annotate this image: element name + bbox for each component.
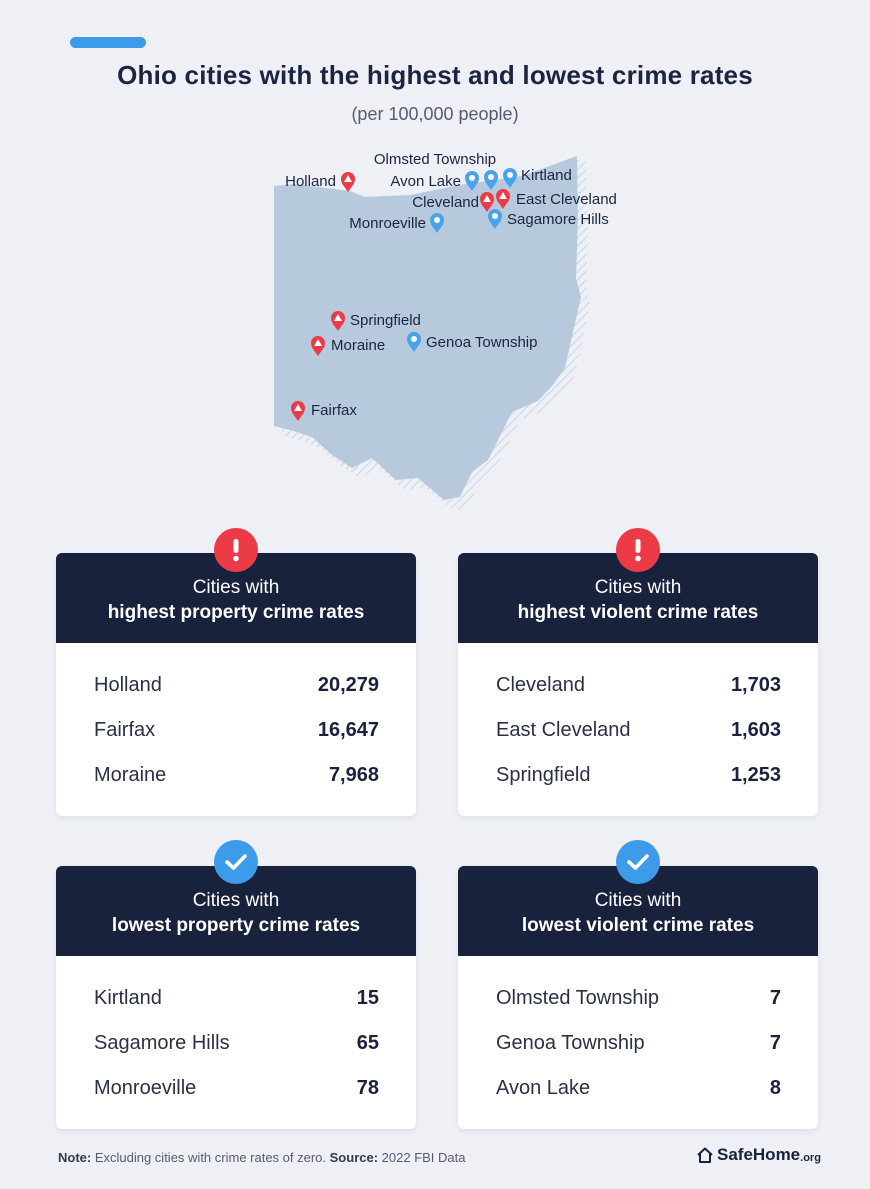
city-name: Fairfax: [94, 719, 156, 741]
city-name: Cleveland: [496, 674, 585, 696]
table-row: Sagamore Hills 65: [94, 1021, 379, 1066]
table-row: Fairfax 16,647: [94, 708, 379, 753]
card-header-line2: lowest property crime rates: [111, 915, 361, 936]
red-alert-pin-icon: [331, 311, 345, 331]
card-header-line1: Cities with: [192, 890, 280, 911]
alert-badge: [616, 528, 660, 572]
table-row: Genoa Township 7: [496, 1021, 781, 1066]
card-high-violent: Cities with highest violent crime rates …: [458, 553, 818, 816]
crime-rate: 1,603: [730, 719, 781, 741]
crime-rate: 1,703: [730, 674, 781, 696]
crime-rate: 8: [769, 1077, 781, 1099]
city-name: Olmsted Township: [496, 987, 660, 1009]
city-name: Springfield: [496, 764, 591, 786]
alert-badge: [214, 528, 258, 572]
checkmark-icon: [225, 854, 247, 870]
table-row: Moraine 7,968: [94, 753, 379, 798]
blue-pin-icon: [465, 171, 479, 191]
table-row: Olmsted Township 7: [496, 976, 781, 1021]
crime-rate: 7: [769, 1032, 781, 1054]
red-alert-pin-icon: [311, 336, 325, 356]
page-subtitle: (per 100,000 people): [351, 104, 519, 124]
city-label: Olmsted Township: [374, 151, 496, 168]
city-label: Avon Lake: [390, 173, 461, 190]
note-label: Note:: [58, 1150, 92, 1165]
red-alert-pin-icon: [496, 189, 510, 209]
city-name: Avon Lake: [496, 1077, 591, 1099]
blue-pin-icon: [407, 332, 421, 352]
page-title: Ohio cities with the highest and lowest …: [117, 60, 753, 90]
table-row: Cleveland 1,703: [496, 663, 781, 708]
city-label: Springfield: [350, 312, 421, 329]
city-label: Fairfax: [311, 402, 357, 419]
city-label: Holland: [285, 173, 336, 190]
checkmark-icon: [627, 854, 649, 870]
exclamation-icon: [233, 539, 239, 562]
blue-pin-icon: [430, 213, 444, 233]
city-name: Kirtland: [94, 987, 162, 1009]
source-text: 2022 FBI Data: [378, 1150, 466, 1165]
card-header-line2: lowest violent crime rates: [521, 915, 755, 936]
accent-bar: [70, 37, 146, 48]
safehome-logo[interactable]: SafeHome .org: [696, 1145, 821, 1165]
crime-rate: 7,968: [328, 764, 379, 786]
city-name: Monroeville: [94, 1077, 197, 1099]
exclamation-icon: [635, 539, 641, 562]
red-alert-pin-icon: [291, 401, 305, 421]
check-badge: [214, 840, 258, 884]
table-row: East Cleveland 1,603: [496, 708, 781, 753]
crime-rate: 16,647: [317, 719, 379, 741]
card-header-line1: Cities with: [594, 577, 682, 598]
city-label: Cleveland: [412, 194, 479, 211]
city-label: Monroeville: [349, 215, 426, 232]
city-label: East Cleveland: [516, 191, 617, 208]
card-header: Cities with highest violent crime rates: [458, 553, 818, 643]
footer-note: Note: Excluding cities with crime rates …: [58, 1150, 466, 1165]
logo-name: SafeHome: [717, 1145, 801, 1164]
card-header-line1: Cities with: [594, 890, 682, 911]
blue-pin-icon: [488, 209, 502, 229]
card-header-line2: highest violent crime rates: [517, 602, 759, 623]
city-label: Sagamore Hills: [507, 211, 609, 228]
ohio-state: [274, 156, 581, 500]
crime-rate: 15: [356, 987, 379, 1009]
check-badge: [616, 840, 660, 884]
source-label: Source:: [329, 1150, 379, 1165]
card-high-property: Cities with highest property crime rates…: [56, 553, 416, 816]
city-name: East Cleveland: [496, 719, 631, 741]
table-row: Holland 20,279: [94, 663, 379, 708]
city-label: Kirtland: [521, 167, 572, 184]
card-low-property: Cities with lowest property crime rates …: [56, 866, 416, 1129]
crime-rate: 65: [356, 1032, 379, 1054]
red-alert-pin-icon: [480, 192, 494, 212]
city-name: Moraine: [94, 764, 167, 786]
blue-pin-icon: [484, 170, 498, 190]
city-name: Genoa Township: [496, 1032, 645, 1054]
note-text: Excluding cities with crime rates of zer…: [91, 1150, 330, 1165]
city-label: Genoa Township: [426, 334, 537, 351]
table-row: Kirtland 15: [94, 976, 379, 1021]
card-header-line1: Cities with: [192, 577, 280, 598]
table-row: Springfield 1,253: [496, 753, 781, 798]
blue-pin-icon: [503, 168, 517, 188]
crime-rate: 78: [356, 1077, 379, 1099]
card-low-violent: Cities with lowest violent crime rates O…: [458, 866, 818, 1129]
table-row: Monroeville 78: [94, 1066, 379, 1111]
ohio-map: Holland Olmsted Township Avon Lake Kirtland…: [274, 151, 617, 510]
table-row: Avon Lake 8: [496, 1066, 781, 1111]
card-header-line2: highest property crime rates: [107, 602, 365, 623]
city-label: Moraine: [331, 337, 385, 354]
red-alert-pin-icon: [341, 172, 355, 192]
house-icon: [697, 1147, 713, 1163]
crime-rate: 7: [769, 987, 781, 1009]
crime-rate: 20,279: [317, 674, 379, 696]
city-name: Sagamore Hills: [94, 1032, 230, 1054]
crime-rate: 1,253: [730, 764, 781, 786]
city-name: Holland: [94, 674, 162, 696]
logo-suffix: .org: [800, 1151, 821, 1164]
